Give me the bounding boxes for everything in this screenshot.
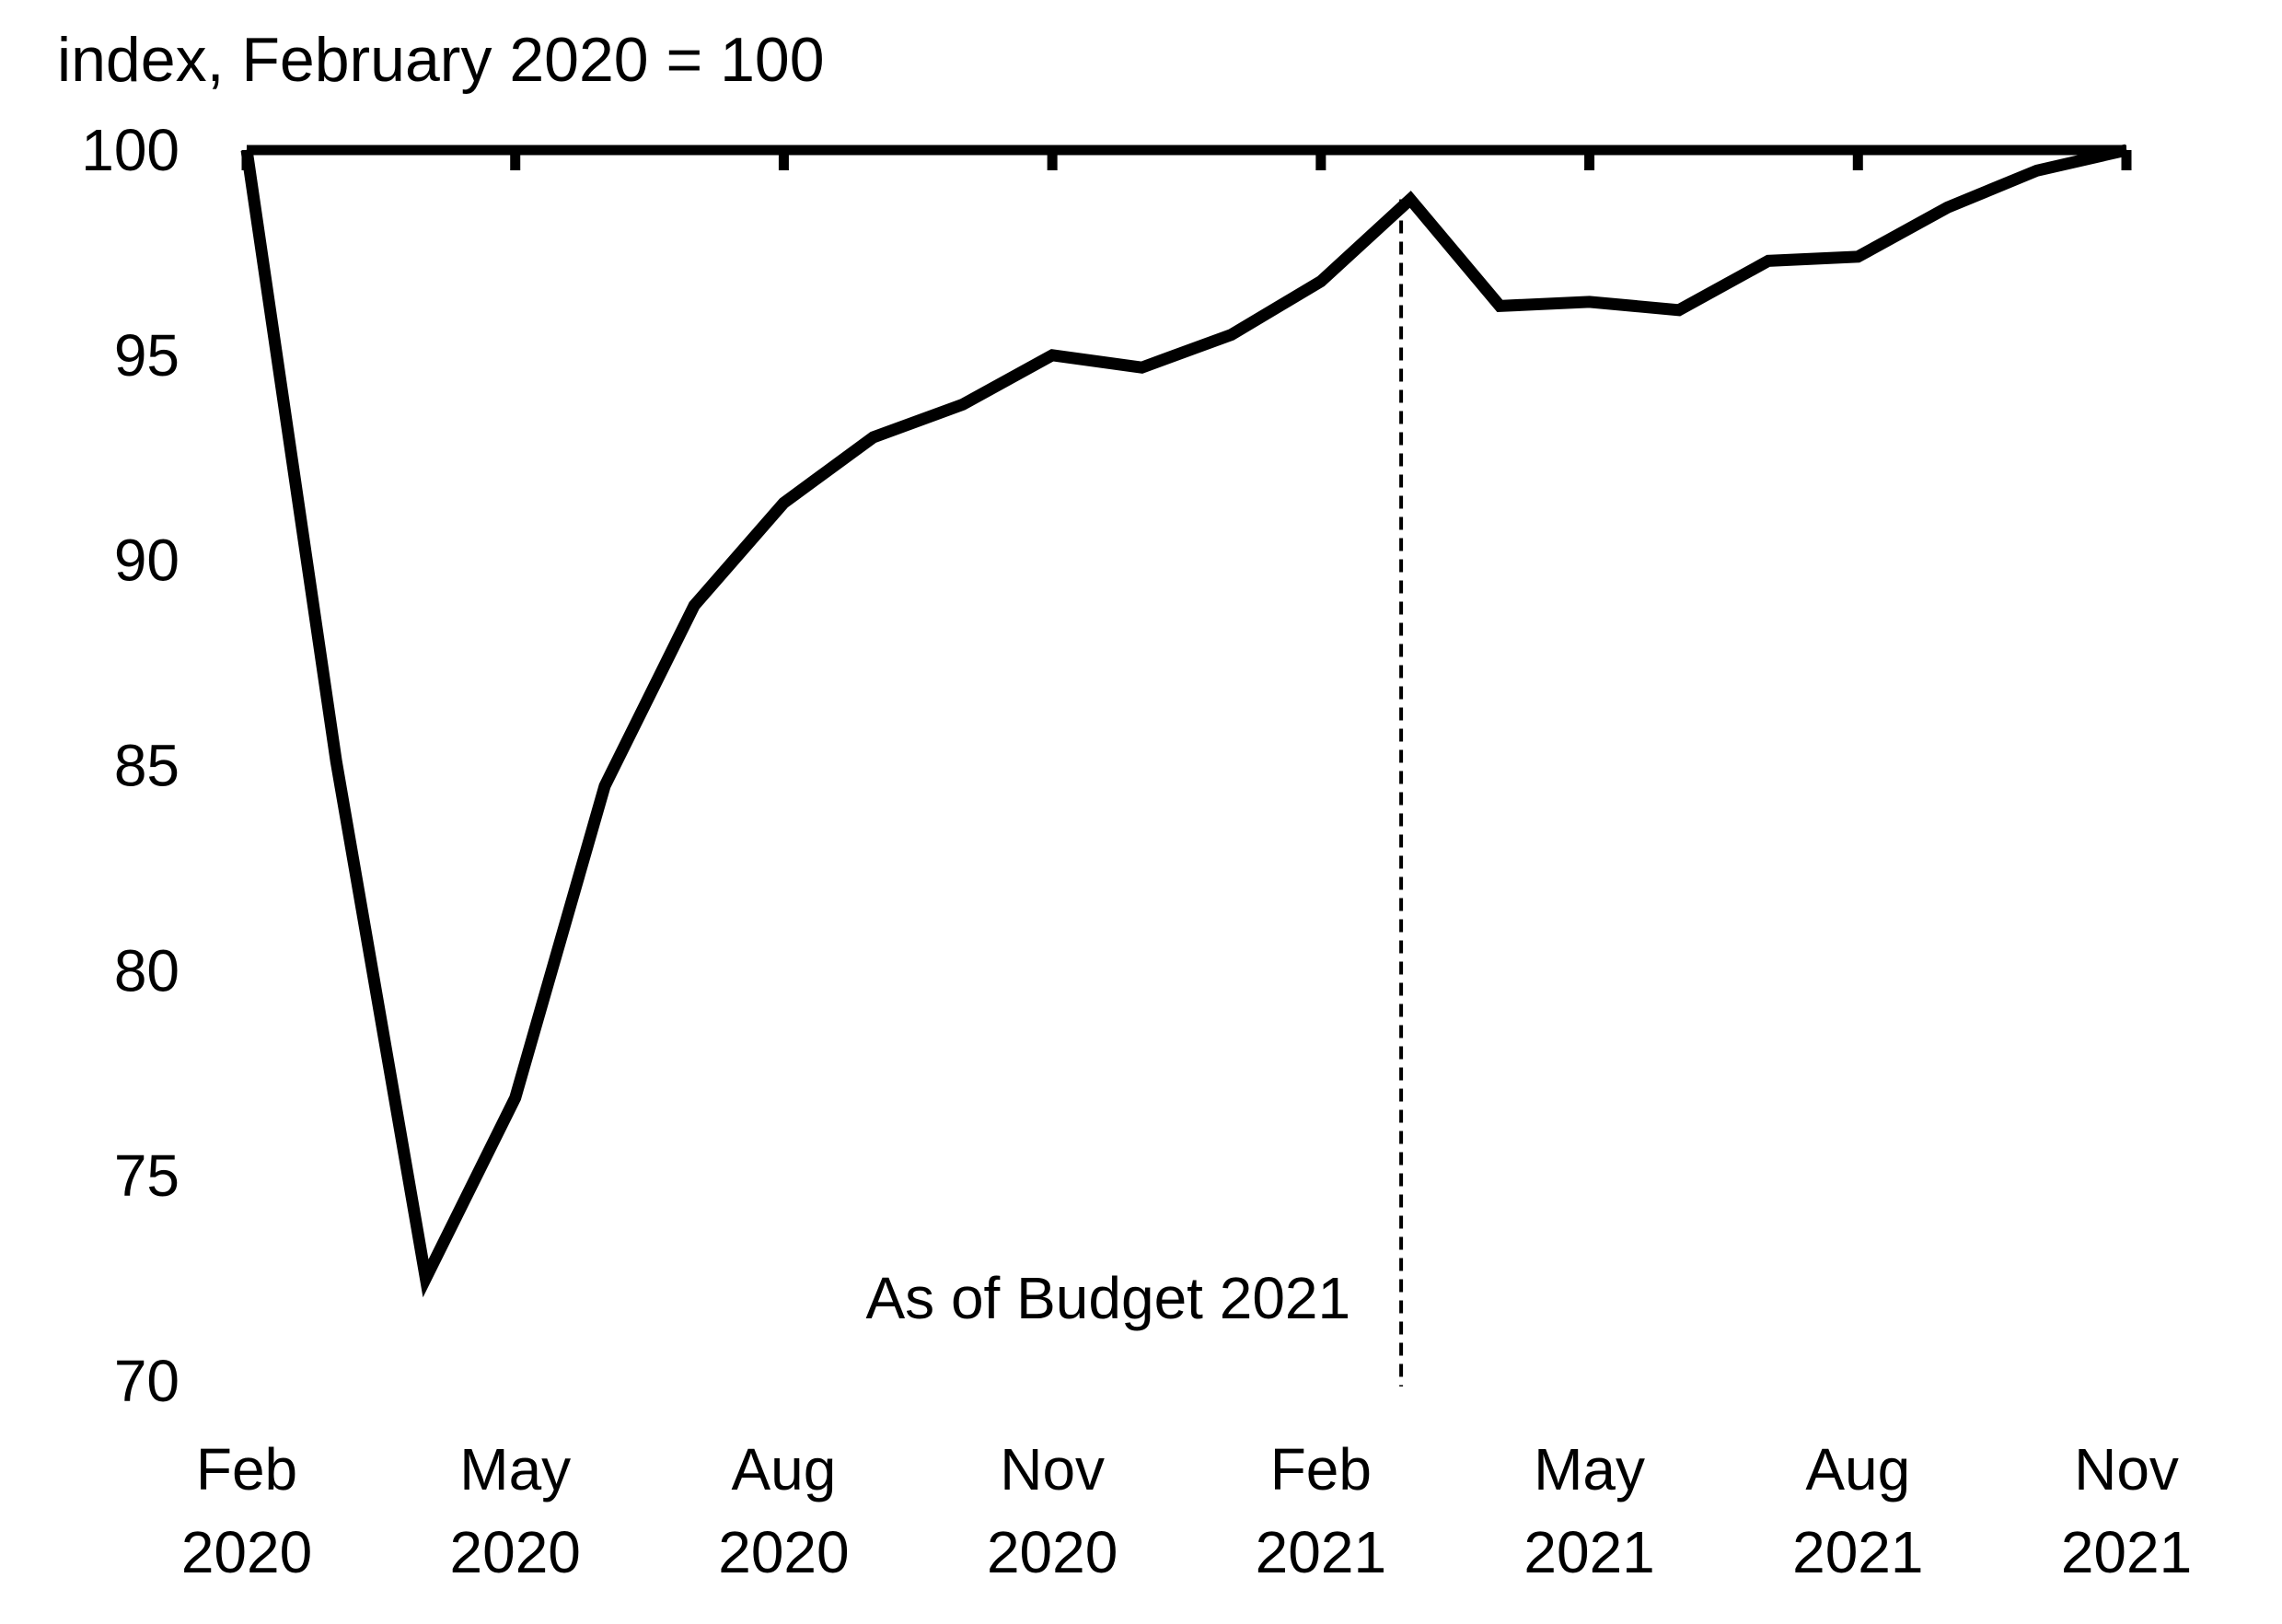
x-tick-year: 2020 (718, 1519, 849, 1585)
x-tick-month: Nov (1000, 1436, 1105, 1502)
data-point (1231, 334, 1233, 336)
x-tick-label: Aug 2021 (1792, 1436, 1923, 1585)
y-tick-label: 80 (114, 937, 180, 1003)
reference-line-100 (241, 145, 2132, 170)
x-tick-month: May (459, 1436, 571, 1502)
x-tick-month: May (1534, 1436, 1645, 1502)
y-tick-label: 100 (81, 117, 180, 183)
x-tick-year: 2020 (450, 1519, 581, 1585)
x-tick-month: Aug (1805, 1436, 1910, 1502)
y-axis-label: index, February 2020 = 100 (57, 25, 825, 95)
x-tick-label: Nov 2020 (987, 1436, 1118, 1585)
x-tick-label: May 2020 (450, 1436, 581, 1585)
y-tick-labels: 100 95 90 85 80 75 70 (81, 117, 180, 1414)
x-tick-label: May 2021 (1523, 1436, 1654, 1585)
data-point (1051, 354, 1053, 356)
x-tick-year: 2020 (181, 1519, 312, 1585)
x-tick-label: Nov 2021 (2061, 1436, 2192, 1585)
data-point (246, 149, 248, 151)
data-point (1409, 198, 1411, 200)
x-tick-month: Feb (196, 1436, 297, 1502)
series-line (240, 144, 2128, 1298)
x-tick-month: Aug (731, 1436, 836, 1502)
x-tick-month: Feb (1270, 1436, 1372, 1502)
x-tick-year: 2021 (1256, 1519, 1386, 1585)
data-point (873, 436, 875, 438)
data-point (1947, 206, 1949, 208)
data-point (604, 785, 606, 787)
x-tick-label: Feb 2020 (181, 1436, 312, 1585)
y-tick-label: 85 (114, 733, 180, 799)
y-tick-label: 75 (114, 1143, 180, 1209)
data-point (1857, 256, 1859, 258)
data-point (424, 1278, 426, 1280)
data-point (1141, 366, 1142, 368)
y-tick-label: 95 (114, 322, 180, 389)
data-point (2126, 149, 2127, 151)
data-point (1589, 301, 1591, 303)
x-tick-month: Nov (2074, 1436, 2179, 1502)
series-polyline (240, 144, 2128, 1298)
data-point (335, 760, 337, 762)
data-point (1320, 281, 1322, 283)
x-tick-year: 2021 (2061, 1519, 2192, 1585)
data-point (693, 605, 695, 607)
x-tick-year: 2021 (1523, 1519, 1654, 1585)
budget-2021-label: As of Budget 2021 (865, 1265, 1350, 1331)
x-tick-label: Aug 2020 (718, 1436, 849, 1585)
data-point (2036, 169, 2038, 171)
budget-2021-annotation: As of Budget 2021 (865, 199, 1404, 1386)
x-tick-label: Feb 2021 (1256, 1436, 1386, 1585)
data-point (782, 502, 784, 504)
x-tick-labels: Feb 2020 May 2020 Aug 2020 Nov 2020 Feb 2021 May 20… (181, 1436, 2192, 1585)
x-tick-year: 2021 (1792, 1519, 1923, 1585)
y-tick-label: 90 (114, 528, 180, 594)
x-tick-year: 2020 (987, 1519, 1118, 1585)
data-point (962, 403, 964, 405)
y-tick-label: 70 (114, 1348, 180, 1414)
data-point (1678, 309, 1680, 311)
